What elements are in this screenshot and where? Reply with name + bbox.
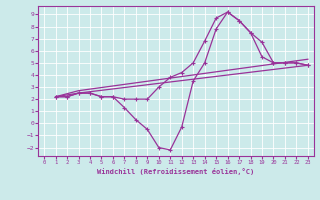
X-axis label: Windchill (Refroidissement éolien,°C): Windchill (Refroidissement éolien,°C)	[97, 168, 255, 175]
